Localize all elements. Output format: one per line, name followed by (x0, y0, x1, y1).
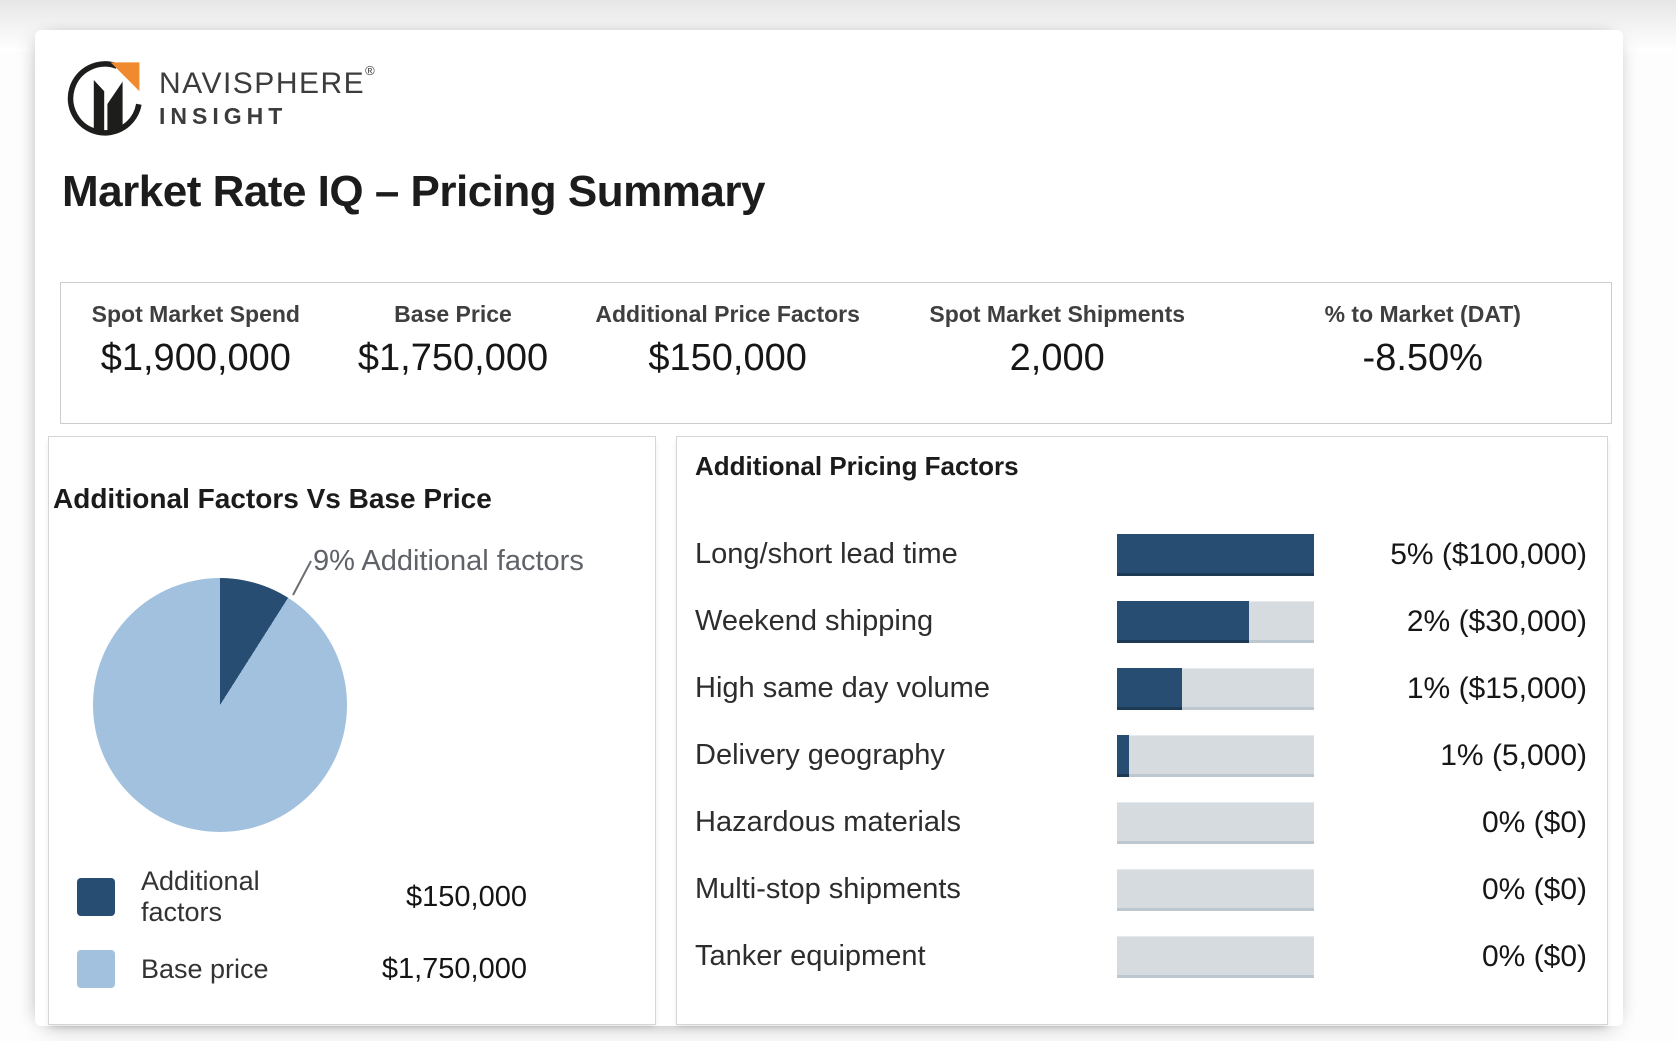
factor-label: Tanker equipment (695, 940, 926, 972)
factor-bar-track (1117, 600, 1314, 643)
kpi-value: -8.50% (1362, 337, 1483, 379)
factor-value: 1% ($15,000) (1406, 671, 1587, 705)
factor-bar-track (1117, 868, 1314, 911)
brand-subtitle: INSIGHT (159, 102, 288, 129)
factor-label: High same day volume (695, 672, 990, 704)
page-title: Market Rate IQ – Pricing Summary (62, 167, 765, 216)
kpi-spot-market-shipments: Spot Market Shipments 2,000 (880, 299, 1235, 423)
report-card: NAVISPHERE® INSIGHT Market Rate IQ – Pri… (35, 30, 1623, 1026)
factor-value: 0% ($0) (1481, 805, 1587, 839)
factor-bar-track (1117, 667, 1314, 710)
factor-value: 5% ($100,000) (1390, 537, 1587, 571)
brand-logo: NAVISPHERE® INSIGHT (65, 56, 375, 136)
brand-name: NAVISPHERE® (159, 62, 375, 100)
factor-label: Delivery geography (695, 739, 945, 771)
kpi-label: Spot Market Spend (91, 301, 300, 327)
factor-bar-track (1117, 533, 1314, 576)
factor-label: Hazardous materials (695, 806, 961, 838)
factor-bar-fill (1117, 533, 1314, 576)
legend-swatch-base-price (77, 950, 115, 988)
factor-bar-fill (1117, 734, 1129, 777)
factor-row: Multi-stop shipments 0% ($0) (695, 856, 1587, 923)
registered-mark: ® (365, 62, 375, 78)
legend-label: Base price (141, 953, 269, 984)
pie-chart (93, 578, 347, 832)
factor-label: Weekend shipping (695, 605, 934, 637)
factor-row: Long/short lead time 5% ($100,000) (695, 521, 1587, 588)
bar-chart-title: Additional Pricing Factors (695, 451, 1019, 481)
factor-bar-track (1117, 734, 1314, 777)
factor-rows: Long/short lead time 5% ($100,000) Weeke… (695, 521, 1587, 990)
legend-value: $150,000 (406, 880, 527, 913)
legend-label: Additional factors (141, 866, 260, 927)
factor-value: 2% ($30,000) (1406, 604, 1587, 638)
legend-item-base-price: Base price $1,750,000 (77, 949, 527, 989)
factor-value: 1% (5,000) (1440, 738, 1587, 772)
factor-row: Tanker equipment 0% ($0) (695, 923, 1587, 990)
factor-bar-fill (1117, 600, 1249, 643)
kpi-label: Spot Market Shipments (929, 301, 1186, 327)
kpi-label: Base Price (394, 301, 512, 327)
factor-bar-fill (1117, 667, 1182, 710)
legend-item-additional-factors: Additional factors $150,000 (77, 866, 527, 927)
pie-chart-title: Additional Factors Vs Base Price (53, 483, 492, 514)
kpi-label: Additional Price Factors (595, 301, 860, 327)
factor-row: Delivery geography 1% (5,000) (695, 722, 1587, 789)
kpi-label: % to Market (DAT) (1324, 301, 1521, 327)
legend-swatch-additional-factors (77, 878, 115, 916)
kpi-value: $1,900,000 (100, 337, 291, 379)
legend-value: $1,750,000 (381, 952, 527, 985)
pie-legend: Additional factors $150,000 Base price $… (77, 866, 527, 1021)
factor-value: 0% ($0) (1481, 872, 1587, 906)
factor-label: Long/short lead time (695, 538, 958, 570)
factor-bar-track (1117, 935, 1314, 978)
kpi-value: $1,750,000 (357, 337, 549, 379)
panel-additional-pricing-factors: Additional Pricing Factors Long/short le… (676, 436, 1608, 1025)
factor-value: 0% ($0) (1481, 939, 1587, 973)
navisphere-logo-icon (67, 61, 142, 136)
factor-row: Weekend shipping 2% ($30,000) (695, 588, 1587, 655)
kpi-value: 2,000 (1009, 337, 1105, 379)
brand-text: NAVISPHERE® INSIGHT (159, 63, 375, 130)
factor-bar-track (1117, 801, 1314, 844)
factor-row: High same day volume 1% ($15,000) (695, 655, 1587, 722)
kpi-strip: Spot Market Spend $1,900,000 Base Price … (60, 282, 1612, 424)
kpi-additional-price-factors: Additional Price Factors $150,000 (575, 299, 880, 423)
pie-annotation: 9% Additional factors (313, 545, 584, 577)
panel-additional-factors-vs-base-price: Additional Factors Vs Base Price 9% Addi… (48, 436, 656, 1025)
kpi-percent-to-market-dat: % to Market (DAT) -8.50% (1235, 299, 1612, 423)
kpi-base-price: Base Price $1,750,000 (331, 299, 576, 423)
factor-row: Hazardous materials 0% ($0) (695, 789, 1587, 856)
factor-label: Multi-stop shipments (695, 873, 961, 905)
kpi-value: $150,000 (648, 337, 807, 379)
kpi-spot-market-spend: Spot Market Spend $1,900,000 (61, 299, 331, 423)
